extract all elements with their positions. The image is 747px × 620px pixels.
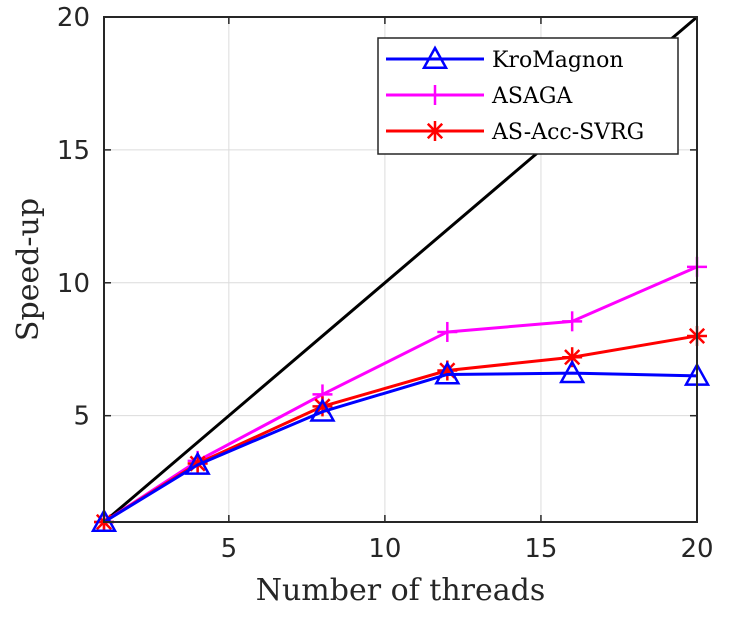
legend-marker-kromagnon xyxy=(421,45,449,70)
legend-label-as-acc-svrg: AS-Acc-SVRG xyxy=(491,120,644,145)
series-layer xyxy=(90,256,711,533)
x-axis-label: Number of threads xyxy=(256,573,546,608)
series-line-kromagnon xyxy=(103,371,698,524)
axis-ticks: 5 10 15 20 5 10 15 20 xyxy=(57,3,714,564)
data-point-asaga-16 xyxy=(562,311,583,332)
legend-label-asaga: ASAGA xyxy=(491,84,573,109)
y-tick-label-20: 20 xyxy=(57,3,90,33)
y-tick-label-5: 5 xyxy=(73,402,90,432)
data-point-kromagnon-12 xyxy=(434,360,461,385)
x-tick-label-20: 20 xyxy=(680,534,713,564)
plot-frame xyxy=(103,16,698,523)
series-line-as-acc-svrg xyxy=(103,334,698,524)
legend-label-kromagnon: KroMagnon xyxy=(492,48,624,73)
x-tick-label-5: 5 xyxy=(221,534,238,564)
y-axis-label: Speed-up xyxy=(11,198,46,341)
data-point-asaga-12 xyxy=(437,321,458,342)
data-point-kromagnon-1 xyxy=(90,508,118,533)
x-tick-label-15: 15 xyxy=(524,534,557,564)
y-tick-label-15: 15 xyxy=(57,136,90,166)
data-point-kromagnon-8 xyxy=(309,398,336,422)
legend-marker-asaga xyxy=(425,85,445,105)
x-tick-label-10: 10 xyxy=(368,534,401,564)
series-line-asaga xyxy=(103,265,698,524)
y-tick-label-10: 10 xyxy=(57,269,90,299)
legend: KroMagnon ASAGA AS-Acc-SVRG xyxy=(377,37,679,155)
legend-marker-as-acc-svrg xyxy=(425,121,445,141)
data-point-kromagnon-4 xyxy=(184,451,211,475)
data-point-kromagnon-16 xyxy=(559,359,586,384)
